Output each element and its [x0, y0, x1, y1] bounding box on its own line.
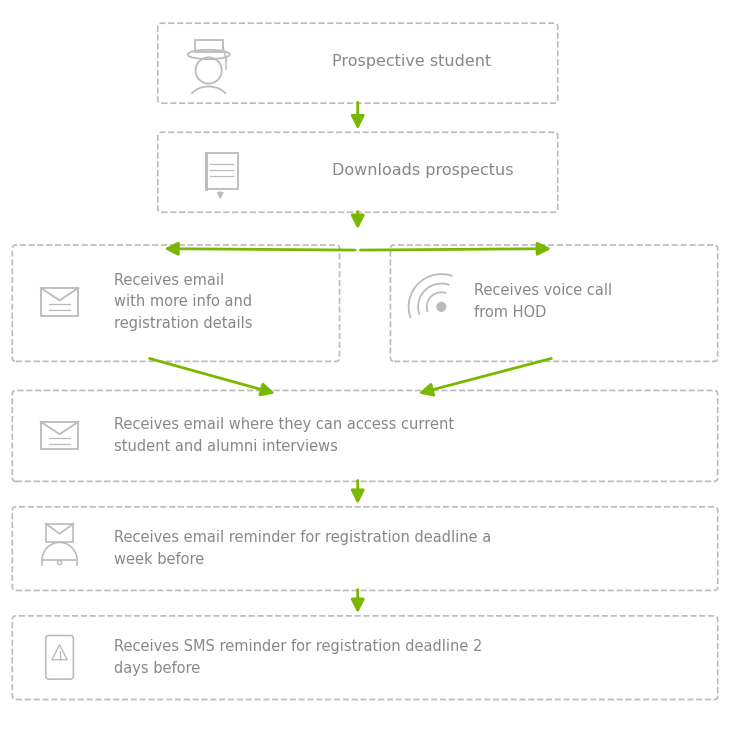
FancyBboxPatch shape — [12, 507, 718, 591]
Text: Receives email reminder for registration deadline a
week before: Receives email reminder for registration… — [114, 530, 491, 566]
FancyBboxPatch shape — [12, 391, 718, 481]
Text: Receives SMS reminder for registration deadline 2
days before: Receives SMS reminder for registration d… — [114, 639, 483, 676]
Text: Prospective student: Prospective student — [332, 54, 491, 69]
FancyBboxPatch shape — [158, 23, 558, 103]
FancyBboxPatch shape — [391, 245, 718, 361]
Text: Receives voice call
from HOD: Receives voice call from HOD — [474, 283, 612, 320]
Text: Receives email
with more info and
registration details: Receives email with more info and regist… — [114, 272, 253, 331]
FancyBboxPatch shape — [158, 132, 558, 212]
Circle shape — [437, 302, 446, 311]
FancyBboxPatch shape — [12, 245, 339, 361]
Text: Downloads prospectus: Downloads prospectus — [332, 164, 514, 178]
Text: Receives email where they can access current
student and alumni interviews: Receives email where they can access cur… — [114, 418, 454, 454]
FancyBboxPatch shape — [12, 616, 718, 699]
